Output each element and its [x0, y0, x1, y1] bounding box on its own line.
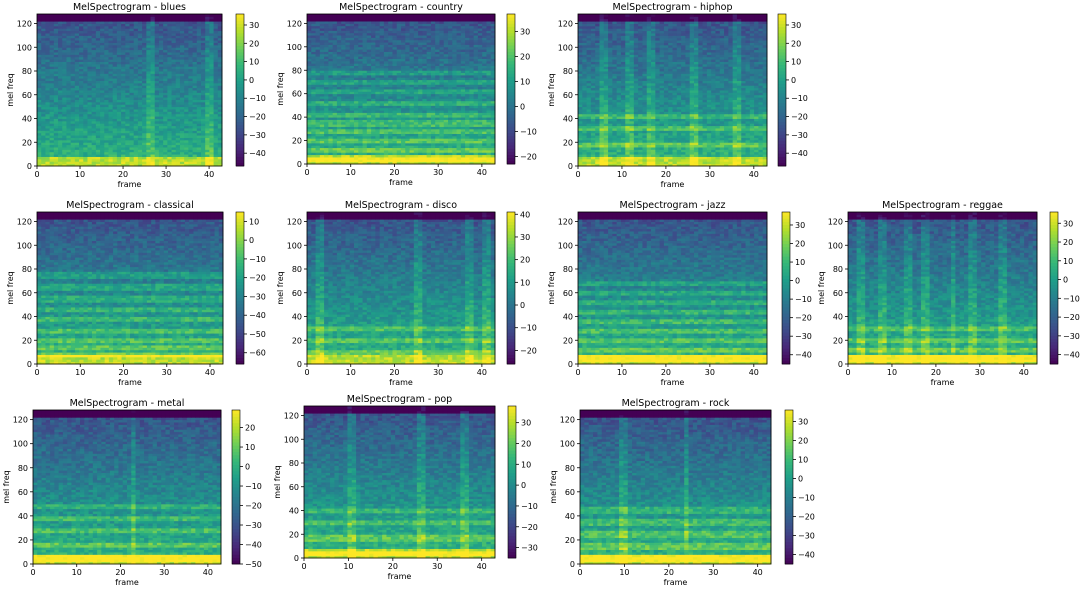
heatmap-cells [37, 14, 222, 166]
figure: 0 10 20 30 40020406080100120MelSpectrogram -… [0, 0, 1088, 592]
